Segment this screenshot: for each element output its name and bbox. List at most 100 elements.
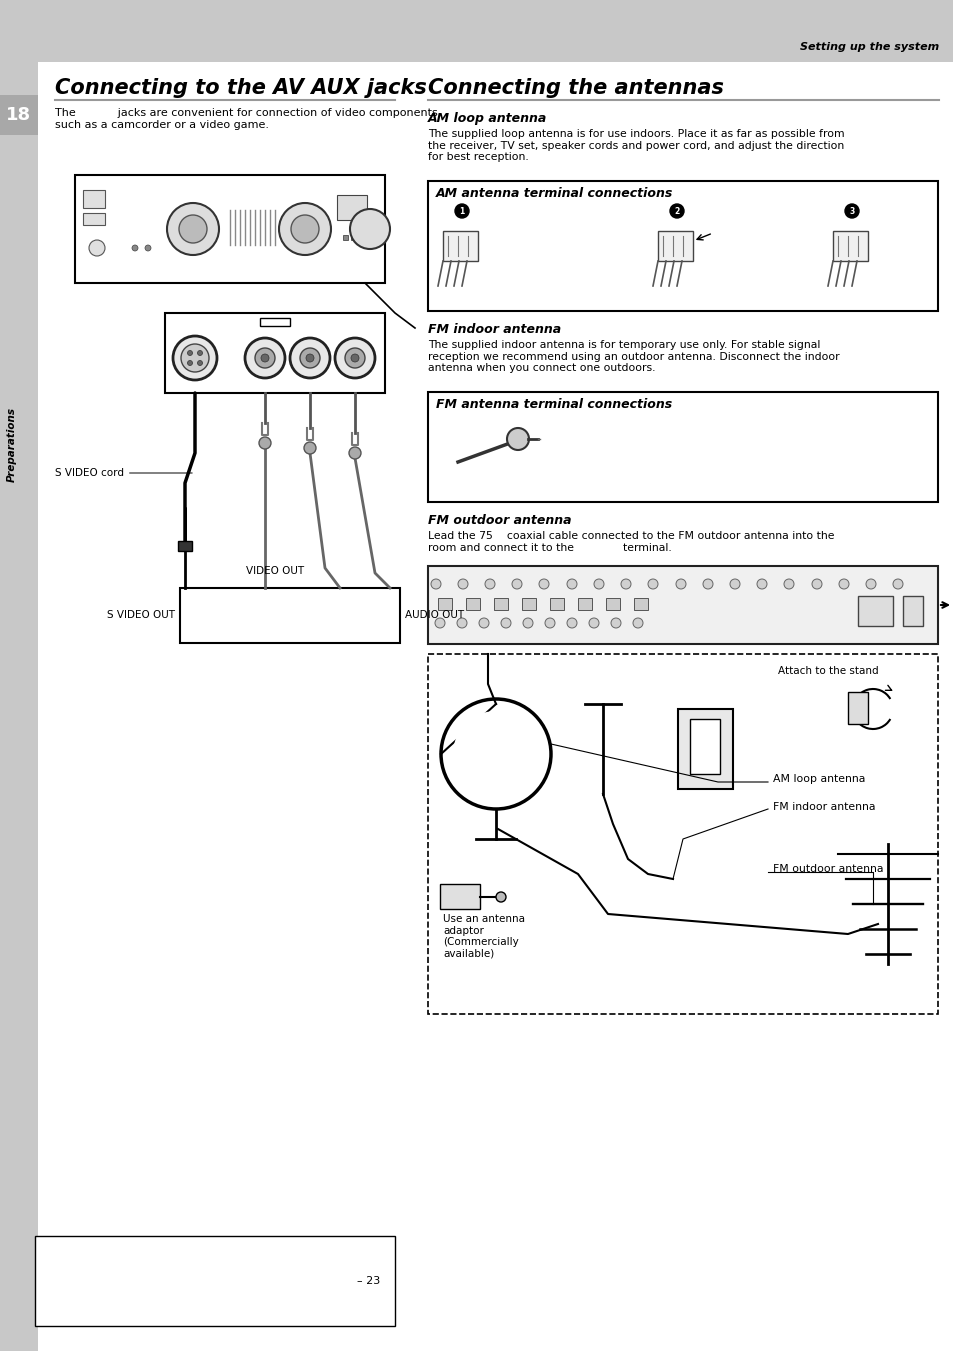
Bar [857,596,892,626]
Circle shape [566,617,577,628]
Bar [35,1236,395,1325]
Bar [428,181,937,311]
Circle shape [291,215,318,243]
Bar [0,0,953,62]
Circle shape [457,580,468,589]
Circle shape [783,580,793,589]
Circle shape [181,345,209,372]
Text: AM antenna terminal connections: AM antenna terminal connections [436,186,673,200]
Circle shape [145,245,151,251]
Text: AM loop antenna: AM loop antenna [428,112,547,126]
Circle shape [838,580,848,589]
Bar [336,195,367,220]
Bar [847,692,867,724]
Text: FM indoor antenna: FM indoor antenna [772,802,875,812]
Circle shape [757,580,766,589]
Circle shape [351,354,358,362]
Circle shape [197,350,202,355]
Circle shape [544,617,555,628]
Circle shape [350,209,390,249]
Circle shape [453,711,538,797]
Text: FM outdoor antenna: FM outdoor antenna [772,865,882,874]
Circle shape [455,204,469,218]
Bar [634,598,647,611]
Bar [550,598,563,611]
Text: Preparations: Preparations [7,408,17,482]
Circle shape [811,580,821,589]
Bar [442,231,477,261]
Text: FM indoor antenna: FM indoor antenna [428,323,560,336]
Bar [178,540,192,551]
Circle shape [865,580,875,589]
Text: 3: 3 [848,207,854,216]
Circle shape [620,580,630,589]
Circle shape [167,203,219,255]
Text: 1: 1 [459,207,464,216]
Circle shape [566,580,577,589]
Circle shape [844,204,858,218]
Text: 2: 2 [674,207,679,216]
Text: Attach to the stand: Attach to the stand [778,666,878,676]
Circle shape [669,204,683,218]
Circle shape [172,336,216,380]
Circle shape [89,240,105,255]
Circle shape [335,338,375,378]
Circle shape [261,354,269,362]
Circle shape [484,580,495,589]
Bar [428,566,937,644]
Circle shape [254,349,274,367]
Circle shape [456,617,467,628]
Text: S VIDEO OUT: S VIDEO OUT [107,611,174,620]
Bar [578,598,592,611]
Bar [83,213,105,226]
Circle shape [647,580,658,589]
Circle shape [478,617,489,628]
Text: FM antenna terminal connections: FM antenna terminal connections [436,399,672,411]
Text: – 23: – 23 [356,1275,379,1286]
Circle shape [588,617,598,628]
Circle shape [633,617,642,628]
Bar [465,598,479,611]
Bar [0,62,38,1351]
Bar [343,235,348,240]
Circle shape [594,580,603,589]
Text: The supplied loop antenna is for use indoors. Place it as far as possible from
t: The supplied loop antenna is for use ind… [428,128,843,162]
Text: Lead the 75    coaxial cable connected to the FM outdoor antenna into the
room a: Lead the 75 coaxial cable connected to t… [428,531,834,553]
Circle shape [188,361,193,366]
Circle shape [245,338,285,378]
Circle shape [729,580,740,589]
Circle shape [132,245,138,251]
Bar [351,235,355,240]
Bar [902,596,923,626]
Text: The supplied indoor antenna is for temporary use only. For stable signal
recepti: The supplied indoor antenna is for tempo… [428,340,839,373]
Circle shape [197,361,202,366]
Text: 18: 18 [7,105,31,124]
Bar [428,392,937,503]
Bar [83,190,105,208]
Circle shape [258,436,271,449]
Bar [658,231,692,261]
Bar [605,598,619,611]
Text: Use an antenna
adaptor
(Commercially
available): Use an antenna adaptor (Commercially ava… [442,915,524,959]
Circle shape [522,617,533,628]
Circle shape [702,580,712,589]
Circle shape [538,580,548,589]
Circle shape [179,215,207,243]
Circle shape [512,580,521,589]
Text: VIDEO OUT: VIDEO OUT [246,566,304,576]
Bar [521,598,536,611]
Circle shape [496,892,505,902]
Text: The            jacks are convenient for connection of video components
such as a: The jacks are convenient for connection … [55,108,437,130]
Bar [678,709,732,789]
Bar [260,317,290,326]
Bar [832,231,867,261]
Circle shape [278,203,331,255]
Text: Connecting to the AV AUX jacks: Connecting to the AV AUX jacks [55,78,426,99]
Bar [180,588,399,643]
Bar [165,313,385,393]
Bar [428,654,937,1015]
Text: Connecting the antennas: Connecting the antennas [428,78,723,99]
Circle shape [349,447,360,459]
Bar [439,884,479,909]
Bar [689,719,720,774]
